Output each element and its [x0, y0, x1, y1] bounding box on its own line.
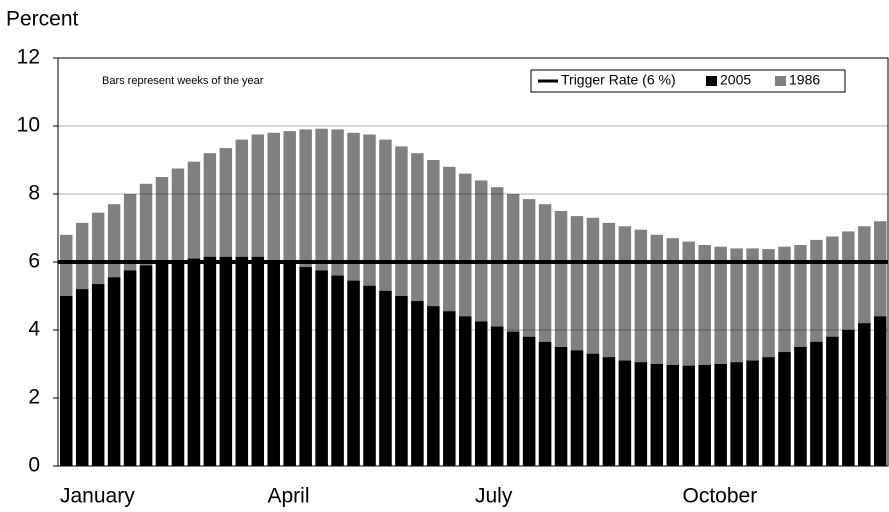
bar [778, 352, 791, 466]
bar [107, 277, 121, 466]
bar [443, 311, 456, 466]
bar [826, 336, 839, 466]
bar [634, 362, 648, 466]
legend-label: 1986 [789, 72, 820, 88]
bar [395, 296, 408, 466]
x-tick-label: July [475, 485, 513, 508]
y-tick-label: 6 [28, 250, 40, 273]
bar [123, 270, 137, 466]
bar [315, 270, 328, 466]
bar [459, 316, 472, 466]
x-tick-label: October [683, 485, 758, 508]
bar [538, 341, 552, 466]
y-tick-label: 10 [17, 114, 40, 137]
bar [171, 260, 185, 466]
bar [155, 262, 169, 466]
legend-swatch [775, 76, 786, 86]
bar [267, 260, 280, 466]
bar [427, 306, 440, 466]
bar [331, 275, 344, 466]
bar [379, 290, 392, 466]
bar [139, 265, 153, 466]
bar [714, 364, 727, 466]
y-tick-label: 2 [28, 386, 40, 409]
bar [746, 360, 759, 466]
legend-box [530, 69, 846, 93]
bar [762, 357, 775, 466]
bar [810, 341, 823, 466]
bar [91, 284, 105, 466]
y-tick-label: 4 [28, 318, 40, 341]
bar [203, 256, 217, 466]
bar [347, 280, 360, 466]
bar [506, 331, 520, 466]
bar [522, 336, 536, 466]
bar [363, 285, 376, 466]
bar [602, 357, 616, 466]
bar [794, 347, 807, 466]
bar [730, 362, 743, 466]
bar [60, 296, 73, 466]
bar [682, 365, 695, 466]
bar [75, 289, 89, 466]
legend-label: Trigger Rate (6 %) [561, 72, 676, 88]
bar [411, 301, 424, 466]
annotation: Bars represent weeks of the year [102, 75, 264, 87]
y-axis-label: Percent [6, 8, 79, 31]
bar [299, 267, 312, 466]
bar [666, 365, 679, 466]
bar [618, 360, 632, 466]
bar [235, 256, 249, 466]
bar [219, 256, 233, 466]
bar [554, 347, 568, 466]
bar [874, 316, 887, 466]
bar [251, 256, 264, 466]
bar [187, 258, 201, 466]
bar [650, 364, 664, 466]
y-tick-label: 8 [28, 182, 40, 205]
bar [570, 350, 584, 466]
x-tick-label: April [268, 485, 310, 508]
bar [586, 353, 600, 466]
bar [698, 365, 711, 466]
bar [858, 323, 871, 466]
bar [475, 321, 488, 466]
y-tick-label: 0 [28, 454, 40, 477]
y-tick-label: 12 [17, 46, 40, 69]
bar [283, 262, 296, 466]
legend-swatch [706, 76, 717, 86]
x-tick-label: January [60, 485, 135, 508]
legend-label: 2005 [720, 72, 751, 88]
bar [490, 326, 504, 466]
